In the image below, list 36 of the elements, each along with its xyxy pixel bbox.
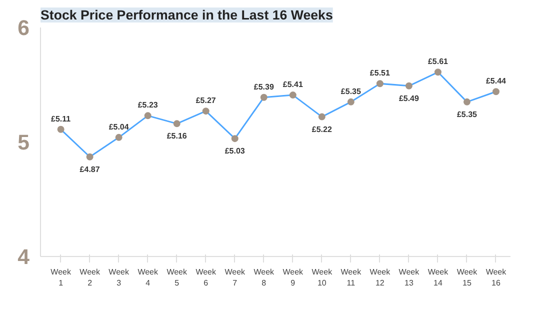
- data-label: £5.16: [166, 132, 188, 141]
- x-tick-label: Week 15: [456, 268, 478, 288]
- data-label: £5.35: [456, 110, 478, 119]
- x-tick-label: Week 14: [428, 268, 450, 288]
- data-label: £5.44: [486, 76, 507, 86]
- x-tick-label: Week 6: [196, 268, 218, 288]
- data-label: £5.39: [254, 82, 274, 92]
- data-label: £5.27: [196, 96, 216, 106]
- data-label: £5.23: [138, 100, 158, 110]
- y-tick-label: 4: [18, 245, 30, 269]
- x-tick-label: Week 4: [138, 268, 159, 288]
- data-label: £5.11: [51, 114, 72, 124]
- data-label: £4.87: [80, 164, 100, 174]
- x-tick-label: Week 3: [108, 268, 130, 288]
- x-tick-label: Week 11: [340, 268, 362, 288]
- x-tick-label: Week 7: [224, 268, 246, 288]
- x-tick-label: Week 10: [312, 268, 334, 288]
- data-label: £5.22: [312, 124, 332, 134]
- x-tick-label: Week 2: [80, 268, 101, 288]
- x-tick-label: Week 12: [370, 268, 392, 288]
- data-label: £5.35: [340, 86, 362, 96]
- data-label: £5.51: [370, 68, 391, 78]
- x-tick-label: Week 13: [398, 268, 420, 288]
- data-label: £5.41: [282, 80, 304, 90]
- data-label: £5.49: [398, 94, 420, 103]
- data-label: £5.03: [224, 146, 246, 156]
- x-tick-label: Week 8: [254, 268, 276, 288]
- data-label: £5.04: [108, 122, 130, 132]
- x-tick-label: Week 5: [166, 268, 188, 288]
- y-tick-label: 6: [18, 16, 30, 40]
- data-label: £5.61: [428, 57, 449, 66]
- x-tick-label: Week 16: [486, 268, 508, 288]
- y-tick-label: 5: [18, 130, 30, 154]
- x-tick-label: Week 1: [50, 268, 72, 288]
- x-tick-label: Week 9: [282, 268, 304, 288]
- chart-title: Stock Price Performance in the Last 16 Weeks: [40, 8, 333, 22]
